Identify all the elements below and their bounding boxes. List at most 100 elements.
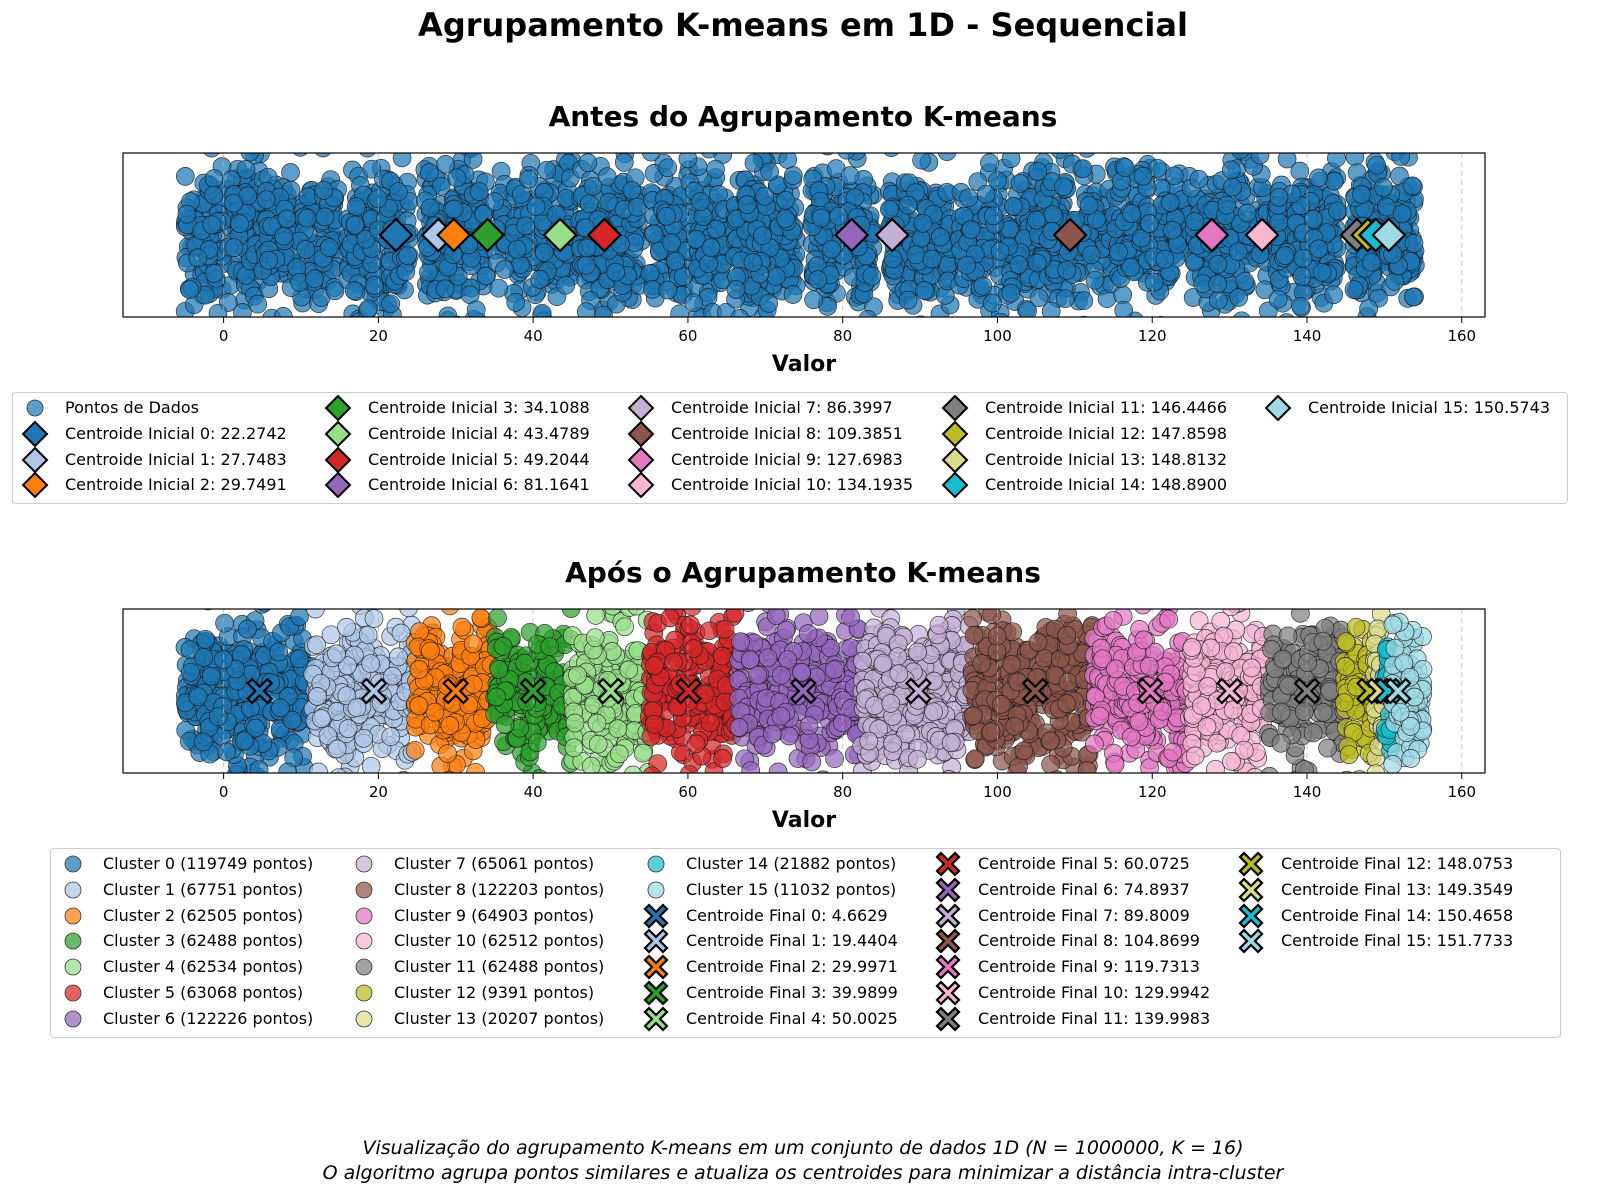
cluster-point	[671, 742, 690, 762]
data-point	[1328, 201, 1347, 221]
data-point	[662, 233, 681, 253]
data-point	[431, 176, 451, 196]
data-point	[364, 276, 384, 295]
data-point	[1374, 178, 1393, 197]
cluster-point	[381, 727, 401, 747]
legend-label: Centroide Inicial 15: 150.5743	[1308, 398, 1551, 417]
cluster-point	[255, 771, 267, 773]
cluster-point	[309, 762, 328, 773]
data-point	[397, 145, 415, 152]
data-point	[1227, 321, 1245, 339]
data-point	[768, 145, 786, 150]
cluster-point	[608, 719, 628, 739]
data-point	[1233, 311, 1251, 317]
data-point	[526, 197, 546, 217]
cluster-point	[588, 734, 608, 754]
data-point	[1085, 270, 1105, 290]
cluster-point	[868, 783, 886, 801]
data-point	[776, 190, 795, 210]
data-point	[1072, 339, 1090, 357]
data-point	[1043, 205, 1063, 225]
data-point	[624, 145, 642, 150]
legend-label: Centroide Inicial 0: 22.2742	[65, 423, 287, 443]
data-point	[305, 269, 324, 289]
data-point	[957, 255, 977, 275]
data-point	[706, 159, 725, 179]
data-point	[804, 290, 823, 310]
cluster-point	[801, 609, 803, 610]
data-point	[1304, 354, 1322, 372]
cluster-point	[660, 609, 680, 628]
x-tick-label: 120	[1138, 327, 1167, 345]
data-point	[438, 306, 458, 317]
data-point	[657, 206, 677, 226]
x-tick-label: 100	[983, 327, 1012, 345]
data-point	[658, 158, 678, 178]
data-point	[1250, 153, 1270, 165]
data-point	[224, 238, 244, 258]
data-point	[1237, 203, 1257, 223]
cluster-point	[463, 634, 483, 654]
data-point	[1269, 188, 1289, 207]
x-tick-label: 20	[369, 327, 388, 345]
cluster-point	[443, 770, 455, 773]
cluster-point	[440, 716, 460, 735]
data-point	[253, 324, 271, 342]
legend-label: Centroide Inicial 6: 81.1641	[368, 475, 590, 495]
cluster-point	[358, 625, 378, 645]
data-point	[444, 199, 464, 219]
data-point	[614, 153, 634, 172]
data-point	[1345, 153, 1365, 167]
data-point	[466, 300, 486, 317]
cluster-point	[527, 733, 547, 753]
data-point	[1221, 160, 1241, 180]
data-point	[1208, 274, 1227, 294]
data-point	[701, 238, 721, 258]
data-point	[578, 153, 598, 172]
data-point	[759, 294, 779, 313]
diamond-marker-icon	[21, 472, 49, 499]
data-point	[1208, 255, 1228, 274]
cluster-point	[489, 660, 509, 679]
data-point	[1028, 253, 1047, 273]
cluster-point	[354, 728, 374, 748]
data-point	[1392, 204, 1412, 224]
data-point	[345, 337, 363, 355]
data-point	[883, 249, 903, 269]
data-point	[359, 153, 376, 158]
data-point	[1403, 287, 1423, 307]
cluster-point	[798, 624, 818, 643]
data-point	[576, 255, 596, 275]
data-point	[730, 309, 749, 317]
data-point	[699, 254, 718, 274]
data-point	[489, 278, 509, 298]
cluster-point	[397, 771, 410, 773]
data-point	[1344, 280, 1364, 299]
data-point	[180, 280, 200, 300]
cluster-point	[713, 749, 732, 768]
cluster-point	[487, 687, 506, 707]
data-point	[495, 260, 514, 279]
cluster-point	[731, 632, 750, 652]
data-point	[912, 153, 931, 170]
data-point	[204, 264, 224, 283]
data-point	[1367, 155, 1386, 175]
cluster-point	[683, 609, 702, 617]
data-point	[463, 153, 483, 169]
diamond-marker-icon	[21, 446, 49, 473]
data-point	[1143, 145, 1161, 152]
data-point	[277, 209, 297, 229]
data-point	[476, 266, 496, 286]
cluster-point	[736, 601, 754, 608]
data-point	[858, 310, 877, 317]
cluster-point	[686, 734, 706, 754]
data-point	[273, 307, 293, 317]
data-point	[1073, 159, 1093, 179]
cluster-point	[729, 718, 749, 737]
cluster-point	[308, 687, 327, 706]
data-point	[398, 246, 417, 266]
data-point	[1122, 204, 1141, 223]
diamond-marker-icon	[941, 395, 969, 421]
cluster-point	[208, 707, 228, 727]
cluster-point	[269, 642, 289, 662]
